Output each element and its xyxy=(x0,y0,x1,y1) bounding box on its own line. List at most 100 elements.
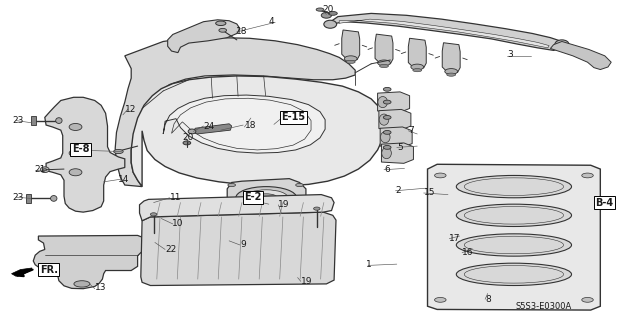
Ellipse shape xyxy=(411,64,424,70)
Ellipse shape xyxy=(381,147,392,159)
Ellipse shape xyxy=(188,129,196,134)
Polygon shape xyxy=(550,41,611,70)
Polygon shape xyxy=(31,116,36,125)
Text: 22: 22 xyxy=(165,245,177,254)
Ellipse shape xyxy=(378,60,390,66)
Ellipse shape xyxy=(244,190,288,206)
Ellipse shape xyxy=(228,183,236,187)
Polygon shape xyxy=(381,143,413,163)
Ellipse shape xyxy=(227,236,234,239)
Text: 6: 6 xyxy=(384,165,390,174)
Ellipse shape xyxy=(316,8,324,11)
Text: B-4: B-4 xyxy=(595,197,613,208)
Polygon shape xyxy=(379,109,411,130)
Text: 21: 21 xyxy=(34,165,45,174)
Ellipse shape xyxy=(445,69,458,74)
Ellipse shape xyxy=(272,236,278,239)
Text: E-8: E-8 xyxy=(72,144,89,154)
Text: 7: 7 xyxy=(408,126,414,135)
Ellipse shape xyxy=(456,263,572,286)
Polygon shape xyxy=(12,268,32,276)
Polygon shape xyxy=(408,38,426,68)
Text: 9: 9 xyxy=(240,241,246,249)
Ellipse shape xyxy=(456,234,572,256)
Ellipse shape xyxy=(380,131,390,143)
Polygon shape xyxy=(342,30,360,60)
Ellipse shape xyxy=(447,73,456,76)
Ellipse shape xyxy=(456,204,572,226)
Ellipse shape xyxy=(69,150,82,157)
Ellipse shape xyxy=(383,100,391,104)
Polygon shape xyxy=(26,194,31,203)
Ellipse shape xyxy=(40,167,49,173)
Polygon shape xyxy=(115,38,355,187)
Text: E-2: E-2 xyxy=(244,192,262,202)
Polygon shape xyxy=(163,95,325,153)
Text: 8: 8 xyxy=(485,295,491,304)
Polygon shape xyxy=(330,13,563,50)
Polygon shape xyxy=(140,195,334,221)
Polygon shape xyxy=(428,164,600,310)
Ellipse shape xyxy=(383,145,391,149)
Polygon shape xyxy=(131,76,384,187)
Ellipse shape xyxy=(413,69,422,72)
Polygon shape xyxy=(193,124,232,134)
Ellipse shape xyxy=(555,40,569,49)
Text: 20: 20 xyxy=(182,133,194,142)
Ellipse shape xyxy=(150,213,157,216)
Ellipse shape xyxy=(324,20,337,28)
Ellipse shape xyxy=(216,21,226,26)
Polygon shape xyxy=(378,92,410,112)
Polygon shape xyxy=(442,43,460,72)
Ellipse shape xyxy=(456,175,572,198)
Ellipse shape xyxy=(294,236,301,239)
Text: 3: 3 xyxy=(507,50,513,59)
Text: 13: 13 xyxy=(95,283,106,292)
Ellipse shape xyxy=(43,168,47,171)
Text: 19: 19 xyxy=(301,277,312,286)
Text: 4: 4 xyxy=(269,17,275,26)
Polygon shape xyxy=(339,19,549,48)
Text: 20: 20 xyxy=(323,5,334,14)
Ellipse shape xyxy=(346,60,355,63)
Ellipse shape xyxy=(378,96,388,108)
Text: FR.: FR. xyxy=(40,264,58,275)
Polygon shape xyxy=(168,20,240,53)
Text: 5: 5 xyxy=(397,143,403,152)
Text: 18: 18 xyxy=(244,121,256,130)
Ellipse shape xyxy=(582,173,593,178)
Ellipse shape xyxy=(321,12,332,18)
Ellipse shape xyxy=(383,115,391,119)
Text: 15: 15 xyxy=(424,188,435,197)
Ellipse shape xyxy=(255,194,278,202)
Ellipse shape xyxy=(69,123,82,130)
Ellipse shape xyxy=(316,236,322,239)
Ellipse shape xyxy=(56,118,62,123)
Text: 11: 11 xyxy=(170,193,181,202)
Ellipse shape xyxy=(236,187,297,209)
Polygon shape xyxy=(141,212,336,286)
Ellipse shape xyxy=(379,114,389,125)
Ellipse shape xyxy=(296,207,303,211)
Text: 24: 24 xyxy=(204,122,215,130)
Ellipse shape xyxy=(250,236,256,239)
Polygon shape xyxy=(211,216,326,230)
Ellipse shape xyxy=(183,141,191,145)
Text: E-15: E-15 xyxy=(282,112,306,122)
Text: 23: 23 xyxy=(13,193,24,202)
Polygon shape xyxy=(45,97,125,212)
Ellipse shape xyxy=(582,297,593,302)
Text: 17: 17 xyxy=(449,234,461,243)
Ellipse shape xyxy=(228,207,236,211)
Text: 23: 23 xyxy=(13,116,24,125)
Ellipse shape xyxy=(296,183,303,187)
Ellipse shape xyxy=(51,196,57,201)
Ellipse shape xyxy=(328,11,337,15)
Text: 14: 14 xyxy=(118,175,130,184)
Text: 12: 12 xyxy=(125,105,136,114)
Text: 10: 10 xyxy=(172,219,183,228)
Text: 19: 19 xyxy=(278,200,290,209)
Ellipse shape xyxy=(314,207,320,210)
Text: 16: 16 xyxy=(462,248,474,257)
Text: 1: 1 xyxy=(366,260,372,269)
